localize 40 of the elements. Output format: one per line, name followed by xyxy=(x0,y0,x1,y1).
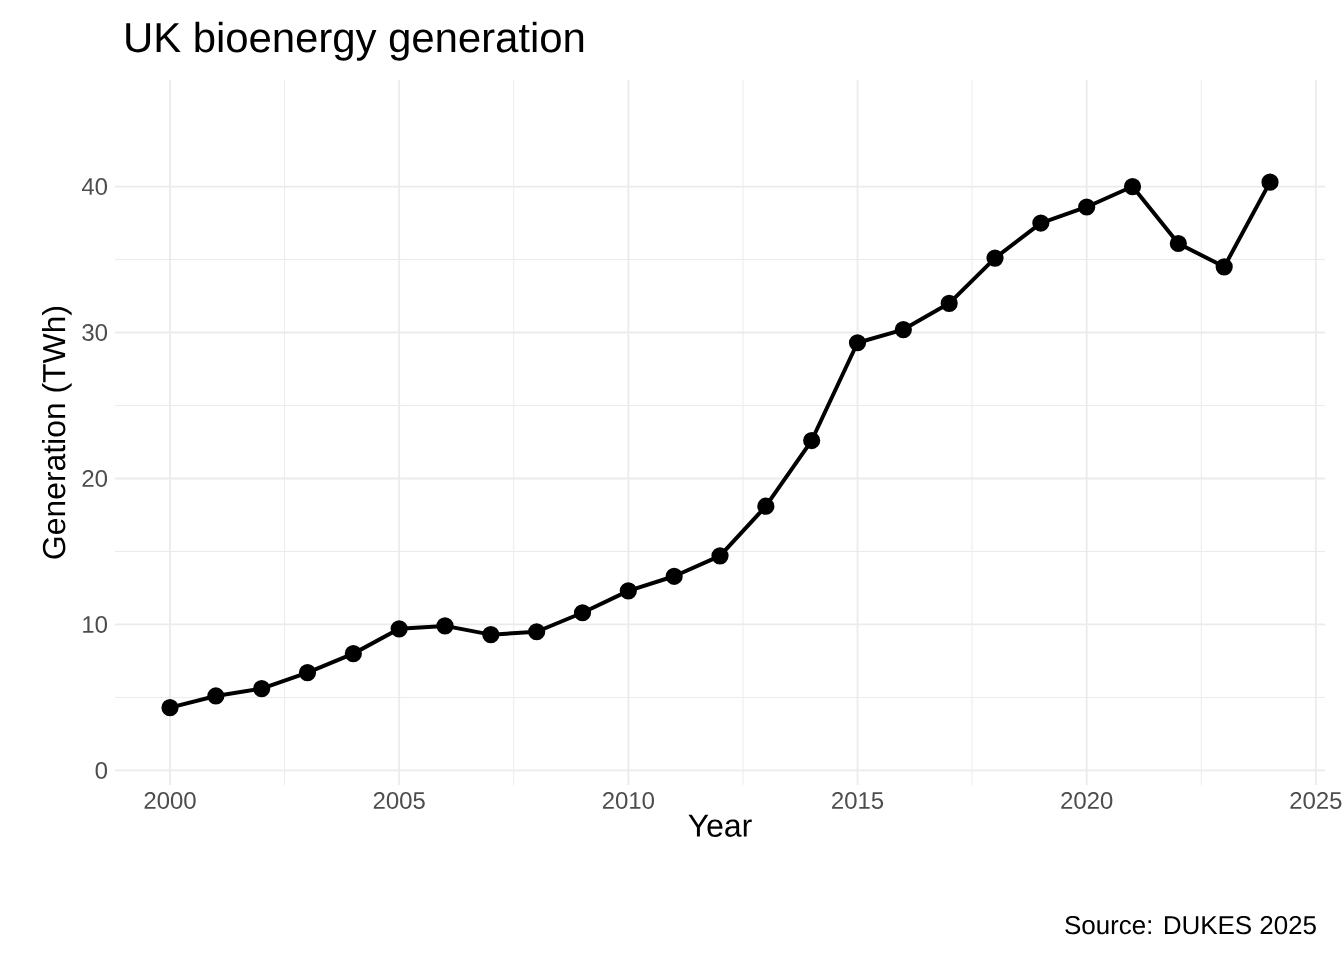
point xyxy=(1169,234,1187,253)
x-tick-label: 2025 xyxy=(1290,792,1342,809)
point xyxy=(894,320,912,339)
x-tick-label: 2000 xyxy=(144,792,196,809)
y-tick-label: 40 xyxy=(81,178,108,195)
point xyxy=(298,664,317,682)
point xyxy=(573,604,592,622)
point xyxy=(1078,198,1096,216)
chart-title: UK bioenergy generation xyxy=(126,21,584,61)
point xyxy=(161,699,179,717)
point xyxy=(1261,173,1279,191)
point xyxy=(803,431,821,450)
point xyxy=(207,687,225,705)
x-axis-title: Year xyxy=(688,814,752,837)
point xyxy=(1215,258,1233,276)
y-tick-label: 10 xyxy=(83,615,108,633)
y-axis-title: Generation (TWh) xyxy=(41,306,72,559)
y-tick-label: 20 xyxy=(82,470,108,487)
point xyxy=(848,334,867,352)
y-tick-label: 0 xyxy=(95,761,108,779)
x-tick-label: 2015 xyxy=(832,792,884,809)
point xyxy=(436,617,454,635)
point xyxy=(528,623,546,641)
y-tick-label: 30 xyxy=(82,324,108,341)
point xyxy=(482,626,500,644)
source-note: Source: DUKES 2025 xyxy=(1065,915,1316,935)
point xyxy=(1032,214,1050,232)
x-tick-label: 2020 xyxy=(1061,792,1113,809)
point xyxy=(757,497,775,515)
point xyxy=(390,620,408,638)
x-tick-label: 2010 xyxy=(602,792,654,809)
point xyxy=(344,645,362,663)
point xyxy=(711,547,729,565)
point xyxy=(253,680,271,698)
point xyxy=(940,294,958,312)
point xyxy=(665,567,683,585)
x-tick-label: 2005 xyxy=(373,792,425,809)
point xyxy=(1123,177,1142,196)
point xyxy=(619,582,637,600)
point xyxy=(986,249,1004,267)
